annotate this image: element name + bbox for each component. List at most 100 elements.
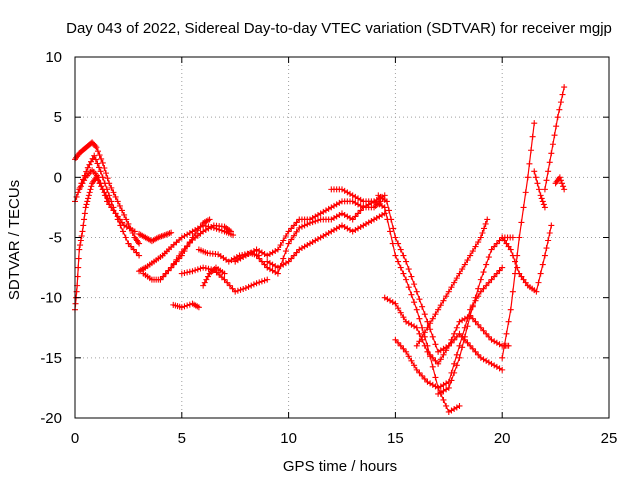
data-point: [403, 348, 410, 355]
data-point: [456, 354, 463, 361]
data-point: [499, 234, 506, 241]
data-point: [491, 338, 498, 345]
data-point: [432, 374, 439, 381]
data-point: [482, 220, 489, 227]
data-point: [157, 276, 164, 283]
data-point: [405, 353, 412, 360]
data-point: [432, 341, 439, 348]
data-point: [202, 226, 209, 233]
data-point: [505, 318, 512, 325]
data-point: [272, 269, 279, 276]
data-point: [339, 222, 345, 229]
data-point: [130, 246, 137, 253]
data-point: [392, 234, 399, 241]
data-point: [561, 84, 568, 91]
data-point: [435, 348, 442, 355]
data-point: [81, 210, 88, 217]
data-point: [178, 304, 185, 311]
data-point: [330, 214, 337, 221]
data-point: [392, 252, 399, 259]
data-point: [202, 265, 209, 272]
data-point: [427, 380, 434, 387]
series-arc-25: [541, 84, 568, 193]
data-point: [445, 408, 452, 415]
data-point: [440, 396, 447, 403]
data-point: [80, 222, 87, 229]
data-point: [293, 228, 300, 235]
data-point: [184, 269, 191, 276]
data-point: [168, 229, 175, 236]
data-point: [509, 234, 516, 241]
data-point: [456, 270, 463, 277]
data-point: [416, 338, 423, 345]
data-point: [264, 252, 271, 259]
data-point: [553, 123, 560, 130]
data-point: [389, 240, 396, 247]
data-point: [443, 386, 450, 393]
data-point: [421, 329, 428, 336]
data-point: [475, 321, 482, 328]
data-point: [355, 201, 362, 208]
data-point: [274, 270, 281, 277]
data-point: [336, 211, 343, 218]
data-point: [538, 195, 545, 202]
data-point: [507, 246, 514, 253]
data-point: [383, 198, 390, 205]
data-point: [475, 239, 482, 246]
data-point: [411, 299, 418, 306]
data-point: [89, 155, 96, 162]
data-point: [192, 267, 199, 274]
data-point: [125, 220, 132, 227]
data-point: [200, 282, 207, 289]
data-point: [201, 279, 208, 286]
data-point: [493, 339, 500, 346]
data-point: [427, 320, 434, 327]
series-arc-22: [499, 222, 555, 295]
data-point: [520, 276, 527, 283]
data-point: [453, 333, 460, 340]
data-point: [453, 351, 460, 358]
data-point: [229, 285, 236, 292]
data-point: [496, 341, 503, 348]
data-point: [408, 321, 415, 328]
data-point: [437, 347, 444, 354]
data-point: [110, 189, 117, 196]
data-point: [424, 324, 431, 331]
data-point: [330, 202, 337, 209]
data-point: [419, 372, 426, 379]
data-point: [385, 207, 392, 214]
data-point: [472, 348, 479, 355]
data-point: [328, 228, 335, 235]
data-point: [400, 345, 407, 352]
series-line: [501, 225, 552, 293]
data-point: [395, 240, 402, 247]
data-point: [505, 243, 512, 250]
data-point: [266, 266, 273, 273]
data-point: [435, 306, 442, 313]
y-tick-label: 0: [54, 169, 62, 186]
data-point: [536, 186, 543, 193]
series-arc-5: [136, 229, 175, 245]
data-point: [469, 303, 476, 310]
data-point: [429, 354, 436, 361]
data-point: [290, 232, 297, 239]
data-point: [467, 312, 474, 319]
data-point: [312, 237, 319, 244]
data-point: [81, 216, 88, 223]
data-point: [491, 243, 498, 250]
data-point: [512, 270, 519, 277]
data-point: [186, 239, 193, 246]
data-point: [118, 219, 125, 226]
data-point: [389, 299, 396, 306]
data-point: [230, 232, 237, 239]
data-series-layer: [72, 84, 568, 415]
data-point: [557, 99, 564, 106]
data-point: [317, 234, 324, 241]
data-point: [277, 263, 284, 270]
data-point: [365, 219, 372, 226]
data-point: [408, 357, 415, 364]
data-point: [405, 284, 412, 291]
data-point: [205, 265, 212, 272]
data-point: [314, 236, 321, 243]
